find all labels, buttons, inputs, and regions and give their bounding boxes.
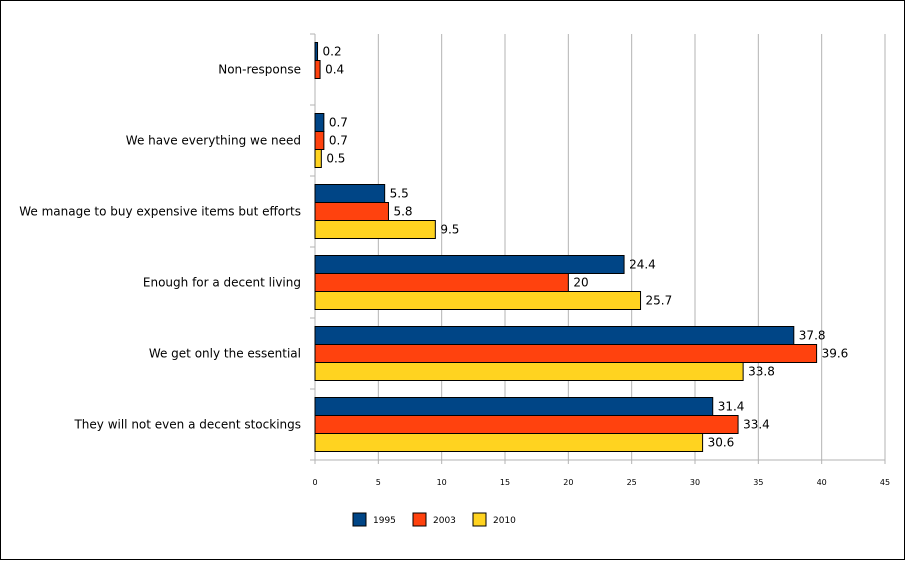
bars (314, 42, 818, 452)
bar-1995 (314, 184, 386, 203)
bar-2010 (314, 220, 436, 239)
bar-2010 (314, 433, 704, 452)
bar-2003 (314, 60, 321, 79)
x-tick-label: 35 (753, 478, 763, 487)
x-tick-label: 45 (880, 478, 890, 487)
bar-1995 (314, 113, 325, 132)
data-label: 24.4 (629, 258, 656, 272)
bar-1995 (314, 42, 319, 61)
data-label: 37.8 (799, 329, 826, 343)
data-label: 33.4 (743, 418, 770, 432)
category-label: We get only the essential (149, 347, 301, 361)
x-tick-label: 20 (563, 478, 573, 487)
data-labels: 0.2 0.4 0.7 0.7 0.5 5.5 5.8 9.5 24.4 20 25.7 37.8 39… (323, 45, 849, 450)
x-tick-label: 30 (690, 478, 700, 487)
data-label: 33.8 (748, 365, 775, 379)
x-tick-label: 5 (376, 478, 381, 487)
bar-2003 (314, 131, 325, 150)
x-tick-label: 10 (437, 478, 447, 487)
category-label: We have everything we need (126, 134, 301, 148)
category-label: Non-response (218, 63, 301, 77)
bar-1995 (314, 255, 625, 274)
data-label: 39.6 (822, 347, 849, 361)
bar-2003 (314, 344, 818, 363)
x-tick-label: 0 (312, 478, 317, 487)
data-label: 0.7 (329, 134, 348, 148)
bar-2010 (314, 149, 322, 168)
legend-label: 2003 (433, 516, 456, 526)
bar-2003 (314, 202, 389, 221)
data-label: 0.4 (325, 63, 344, 77)
bar-2003 (314, 415, 739, 434)
grid-lines (310, 33, 886, 464)
data-label: 0.5 (326, 152, 345, 166)
data-label: 25.7 (646, 294, 673, 308)
category-labels: Non-response We have everything we need We… (19, 63, 301, 432)
category-label: Enough for a decent living (143, 276, 301, 290)
legend: 1995 2003 2010 (352, 512, 516, 527)
bar-2010 (314, 362, 744, 381)
data-label: 0.2 (323, 45, 342, 59)
data-label: 9.5 (440, 223, 459, 237)
legend-label: 2010 (493, 516, 516, 526)
x-tick-label: 40 (817, 478, 827, 487)
legend-label: 1995 (373, 516, 396, 526)
bar-1995 (314, 397, 714, 416)
legend-swatch-2010 (472, 512, 487, 527)
bar-2010 (314, 291, 642, 310)
data-label: 20 (573, 276, 588, 290)
x-tick-label: 25 (627, 478, 637, 487)
bar-2003 (314, 273, 569, 292)
data-label: 5.5 (390, 187, 409, 201)
bar-1995 (314, 326, 795, 345)
category-label: We manage to buy expensive items but eff… (19, 205, 301, 219)
x-tick-label: 15 (500, 478, 510, 487)
data-label: 0.7 (329, 116, 348, 130)
data-label: 30.6 (708, 436, 735, 450)
data-label: 31.4 (718, 400, 745, 414)
legend-swatch-1995 (352, 512, 367, 527)
x-axis-ticks: 0 5 10 15 20 25 30 35 40 45 (312, 478, 890, 487)
category-label: They will not even a decent stockings (73, 418, 301, 432)
data-label: 5.8 (393, 205, 412, 219)
legend-swatch-2003 (412, 512, 427, 527)
